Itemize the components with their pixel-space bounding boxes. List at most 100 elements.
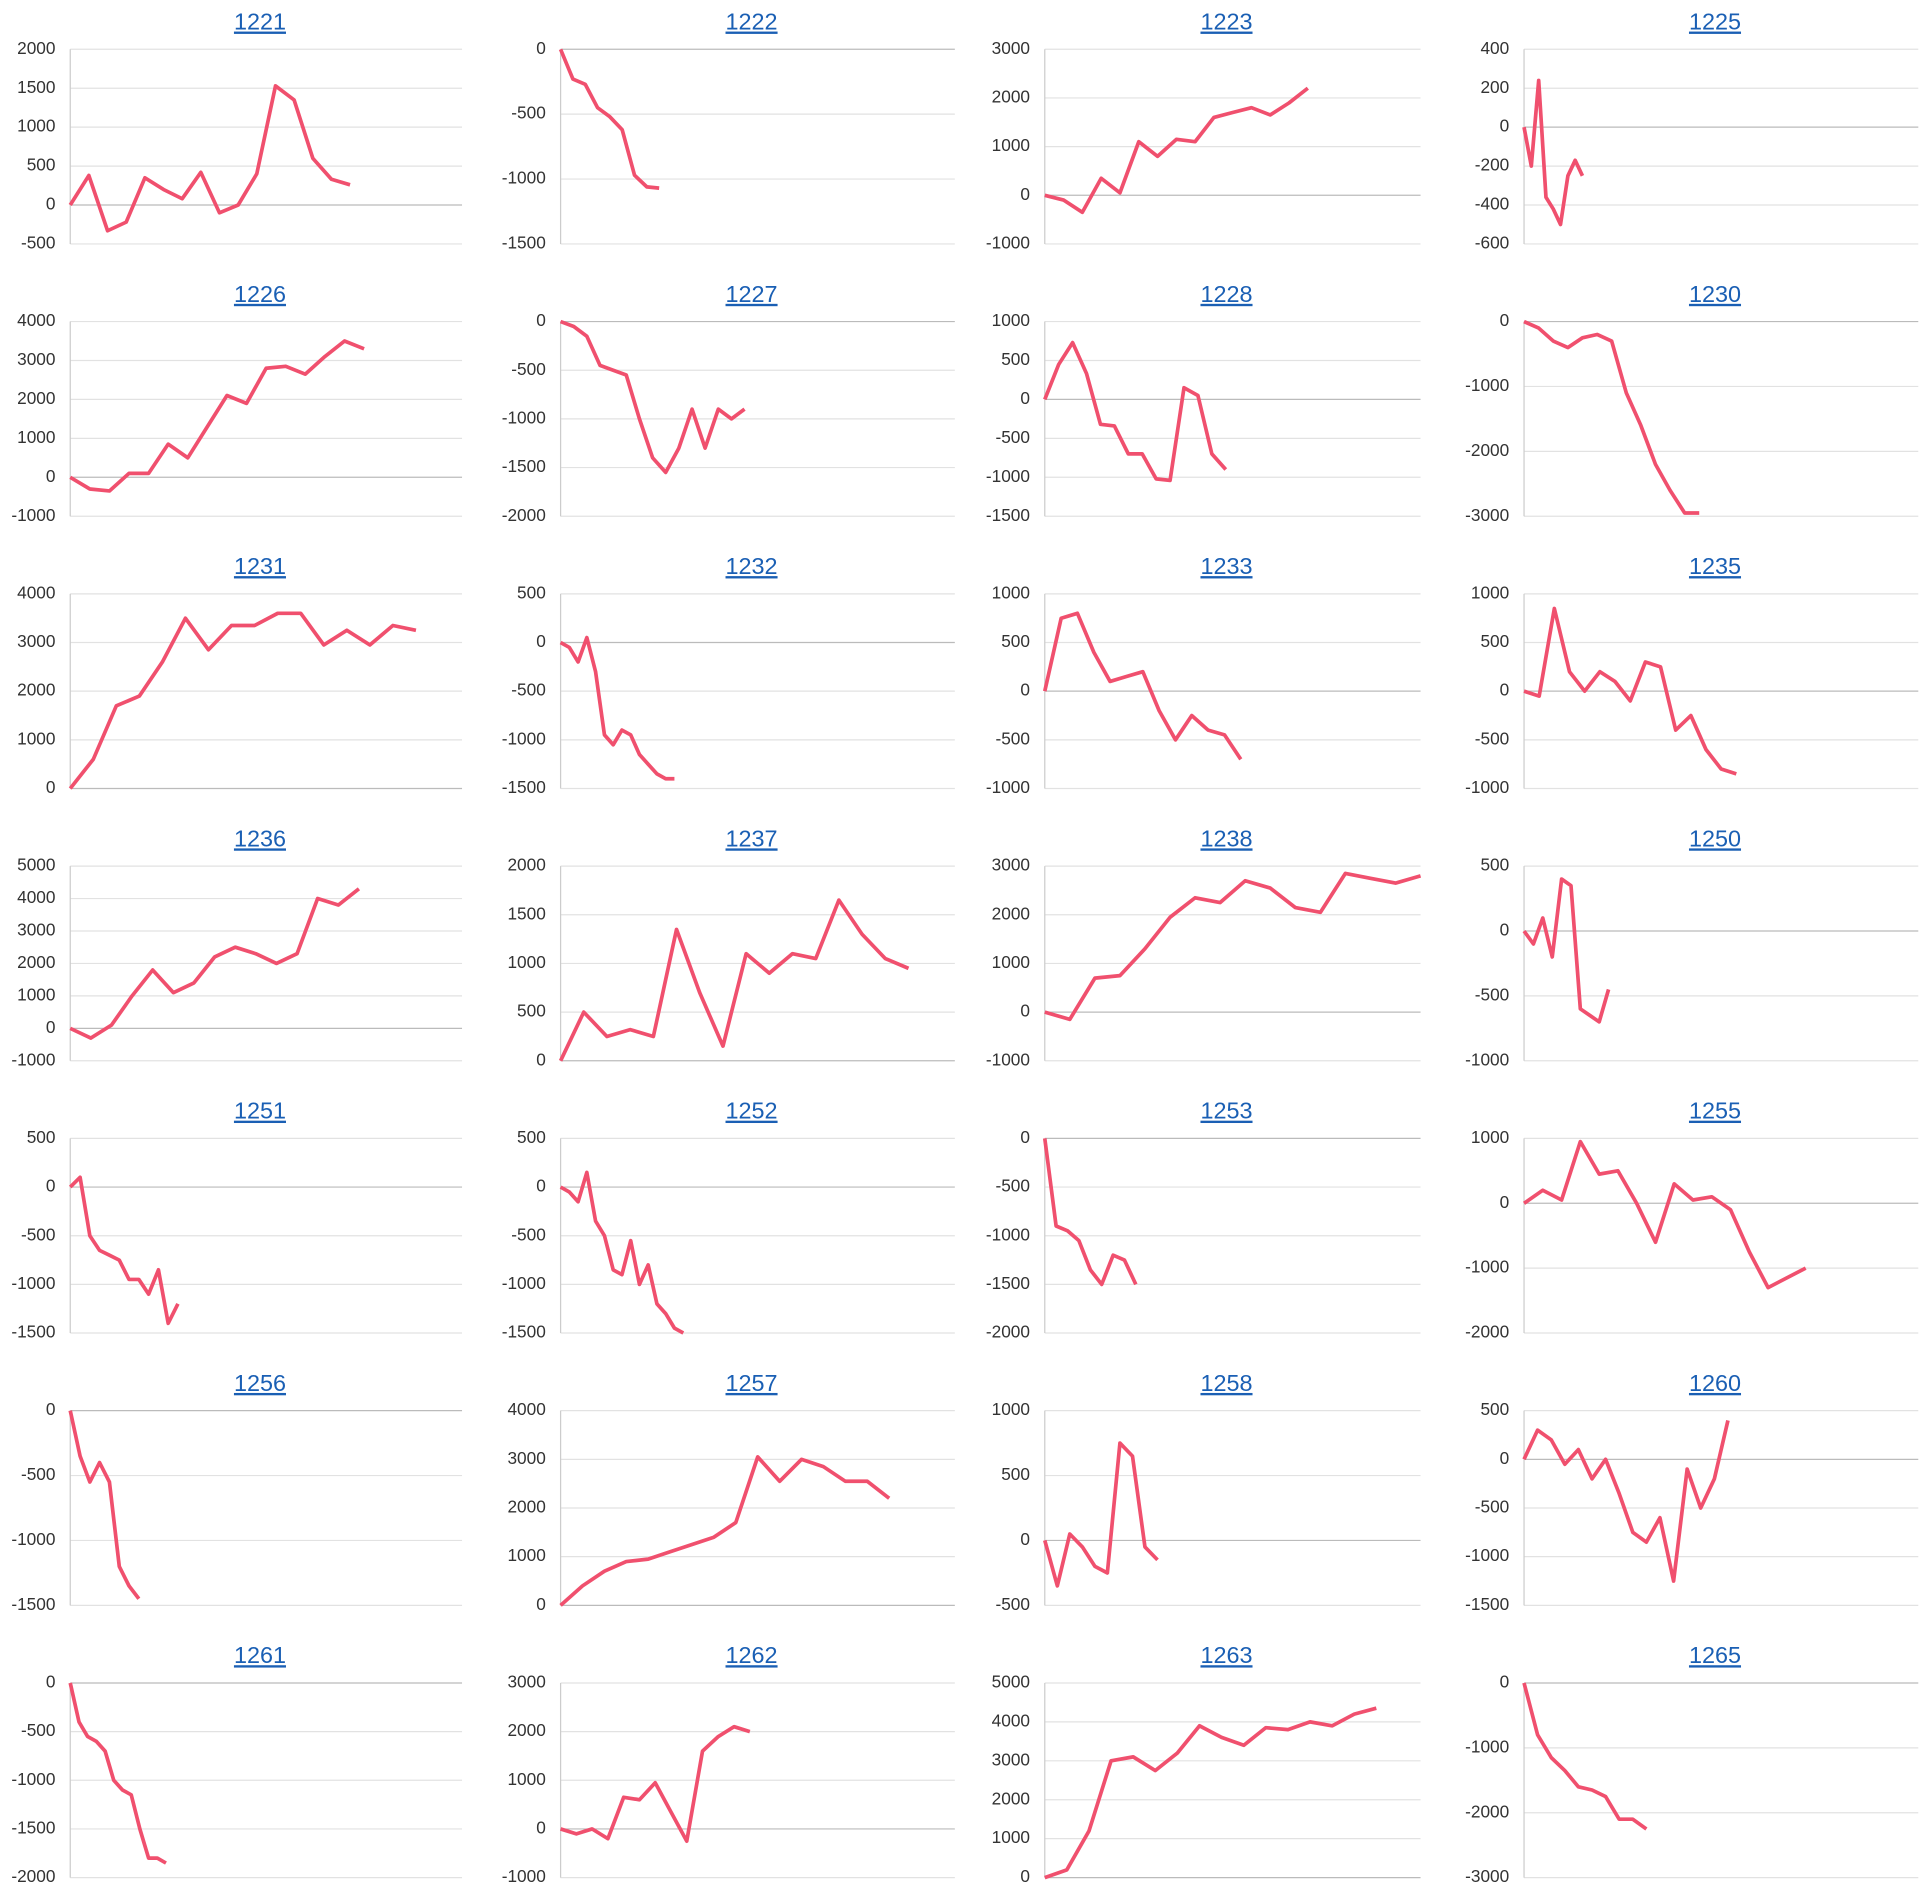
y-tick-label: -1500	[502, 456, 546, 476]
chart-title[interactable]: 1252	[726, 1098, 778, 1124]
chart-title[interactable]: 1255	[1689, 1098, 1741, 1124]
y-tick-label: -500	[21, 1464, 56, 1484]
y-tick-label: 0	[1500, 680, 1510, 700]
y-tick-label: 0	[46, 1017, 56, 1037]
y-tick-label: 0	[1020, 1866, 1030, 1885]
y-tick-label: -1500	[986, 1273, 1030, 1293]
y-tick-label: -500	[1475, 728, 1510, 748]
chart-title[interactable]: 1237	[726, 825, 778, 851]
y-tick-label: -500	[995, 1176, 1030, 1196]
chart-title[interactable]: 1221	[234, 9, 286, 35]
chart-title[interactable]: 1257	[726, 1370, 778, 1396]
data-line	[68, 1410, 141, 1600]
data-line	[1522, 1419, 1730, 1583]
y-tick-label: -2000	[1465, 440, 1509, 460]
y-tick-label: 500	[1001, 631, 1030, 651]
y-tick-label: 1000	[17, 728, 55, 748]
y-tick-label: -500	[1475, 984, 1510, 1004]
y-tick-label: 0	[46, 1176, 56, 1196]
y-tick-label: -1500	[502, 777, 546, 797]
chart-title[interactable]: 1236	[234, 825, 286, 851]
chart-title[interactable]: 1230	[1689, 281, 1741, 307]
y-tick-label: 3000	[992, 855, 1030, 875]
y-tick-label: -1500	[1465, 1594, 1509, 1614]
y-tick-label: -2000	[502, 505, 546, 525]
chart-title[interactable]: 1260	[1689, 1370, 1741, 1396]
chart-title[interactable]: 1261	[234, 1642, 286, 1668]
y-tick-label: 500	[1480, 855, 1509, 875]
y-tick-label: -1000	[986, 777, 1030, 797]
y-tick-label: 3000	[17, 920, 55, 940]
chart-title[interactable]: 1226	[234, 281, 286, 307]
y-tick-label: -1500	[502, 1322, 546, 1342]
y-tick-label: -1000	[986, 466, 1030, 486]
y-tick-label: 0	[536, 631, 546, 651]
y-tick-label: -600	[1475, 232, 1510, 252]
y-tick-label: 2000	[507, 1720, 545, 1740]
chart-title[interactable]: 1223	[1200, 9, 1252, 35]
chart-title[interactable]: 1265	[1689, 1642, 1741, 1668]
y-tick-label: 200	[1480, 77, 1509, 97]
y-tick-label: -500	[511, 680, 546, 700]
data-line	[1523, 606, 1737, 776]
chart-title[interactable]: 1263	[1200, 1642, 1252, 1668]
data-line	[1522, 1682, 1648, 1831]
y-tick-label: -2000	[11, 1866, 55, 1885]
chart-title[interactable]: 1251	[234, 1098, 286, 1124]
chart-title[interactable]: 1253	[1200, 1098, 1252, 1124]
chart-title[interactable]: 1238	[1200, 825, 1252, 851]
y-tick-label: 0	[46, 466, 56, 486]
y-tick-label: 4000	[17, 310, 55, 330]
chart-title[interactable]: 1222	[726, 9, 778, 35]
y-tick-label: 4000	[507, 1399, 545, 1419]
y-tick-label: 2000	[992, 86, 1030, 106]
y-tick-label: 0	[46, 777, 56, 797]
data-line	[558, 898, 910, 1062]
chart-title[interactable]: 1233	[1200, 553, 1252, 579]
chart-title[interactable]: 1228	[1200, 281, 1252, 307]
y-tick-label: 400	[1480, 38, 1509, 58]
chart-title[interactable]: 1262	[726, 1642, 778, 1668]
y-tick-label: -1000	[11, 1769, 55, 1789]
y-tick-label: -1500	[11, 1817, 55, 1837]
chart-title[interactable]: 1250	[1689, 825, 1741, 851]
y-tick-label: -1000	[502, 407, 546, 427]
y-tick-label: 3000	[992, 1749, 1030, 1769]
y-tick-label: 500	[27, 155, 56, 175]
y-tick-label: 0	[1500, 1671, 1510, 1691]
data-line	[1042, 1441, 1159, 1588]
y-tick-label: 0	[1500, 920, 1510, 940]
y-tick-label: -1000	[502, 1866, 546, 1885]
y-tick-label: 0	[536, 38, 546, 58]
chart-title[interactable]: 1227	[726, 281, 778, 307]
chart-title[interactable]: 1235	[1689, 553, 1741, 579]
y-tick-label: -2000	[986, 1322, 1030, 1342]
data-line	[560, 1724, 751, 1843]
y-tick-label: 500	[1480, 631, 1509, 651]
y-tick-label: 0	[46, 1671, 56, 1691]
y-tick-label: 5000	[17, 855, 55, 875]
y-tick-label: -1000	[11, 1273, 55, 1293]
y-tick-label: -500	[995, 728, 1030, 748]
data-line	[1044, 1706, 1377, 1880]
y-tick-label: -3000	[1465, 505, 1509, 525]
y-tick-label: 3000	[17, 631, 55, 651]
chart-title[interactable]: 1256	[234, 1370, 286, 1396]
chart-title[interactable]: 1225	[1689, 9, 1741, 35]
chart-title[interactable]: 1232	[726, 553, 778, 579]
data-line	[68, 611, 417, 790]
y-tick-label: -1000	[11, 1529, 55, 1549]
y-tick-label: 0	[1020, 1529, 1030, 1549]
chart-title[interactable]: 1231	[234, 553, 286, 579]
data-line	[1044, 871, 1422, 1022]
data-line	[1522, 877, 1611, 1024]
chart-title[interactable]: 1258	[1200, 1370, 1252, 1396]
y-tick-label: -1000	[986, 1224, 1030, 1244]
y-tick-label: 0	[1020, 680, 1030, 700]
y-tick-label: -1000	[11, 1049, 55, 1069]
y-tick-label: 0	[1020, 388, 1030, 408]
y-tick-label: -1500	[986, 505, 1030, 525]
y-tick-label: -1500	[11, 1594, 55, 1614]
